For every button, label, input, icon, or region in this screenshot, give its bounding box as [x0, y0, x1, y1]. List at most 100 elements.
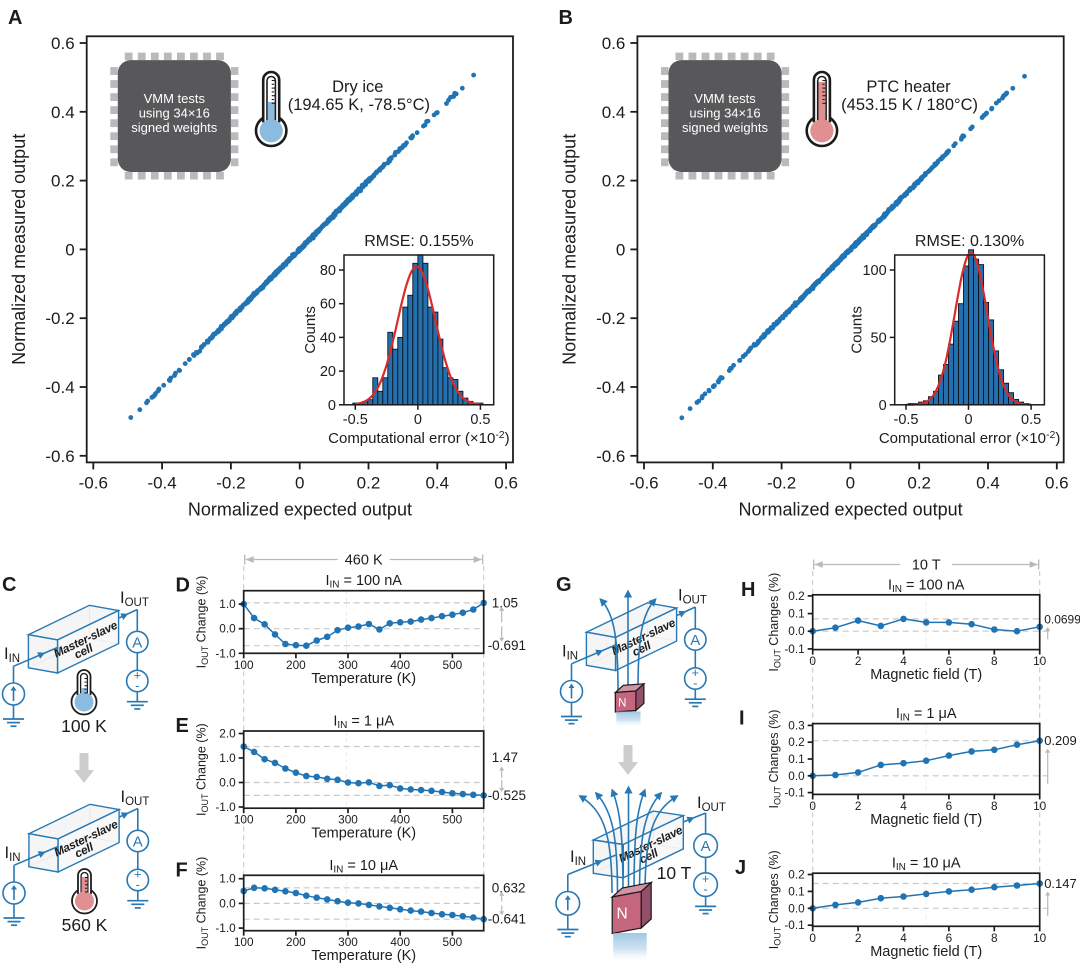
svg-text:A: A [133, 834, 143, 851]
svg-text:0.6: 0.6 [494, 473, 518, 492]
svg-text:IOUT Change (%): IOUT Change (%) [195, 857, 211, 950]
svg-text:C: C [2, 574, 16, 596]
svg-text:N: N [618, 697, 626, 709]
svg-text:A: A [690, 632, 700, 649]
svg-text:10 T: 10 T [912, 558, 941, 574]
svg-text:0.2: 0.2 [788, 735, 804, 749]
svg-text:RMSE: 0.155%: RMSE: 0.155% [364, 233, 473, 250]
svg-text:+: + [692, 665, 700, 680]
svg-text:500: 500 [443, 935, 463, 949]
svg-text:0.3: 0.3 [788, 718, 805, 732]
svg-text:0: 0 [809, 654, 816, 668]
svg-text:-: - [703, 882, 707, 897]
svg-text:IIN = 1 μA: IIN = 1 μA [896, 706, 957, 724]
svg-text:A: A [701, 838, 711, 855]
svg-text:0: 0 [846, 473, 855, 492]
svg-text:10: 10 [1033, 931, 1047, 945]
svg-text:PTC heater: PTC heater [866, 78, 951, 96]
svg-text:500: 500 [443, 813, 463, 827]
svg-text:400: 400 [390, 658, 410, 672]
svg-text:0.4: 0.4 [51, 103, 75, 122]
svg-text:0.209: 0.209 [1044, 733, 1077, 748]
svg-text:-0.6: -0.6 [45, 447, 74, 466]
svg-text:100: 100 [862, 263, 886, 279]
svg-text:40: 40 [320, 330, 336, 346]
svg-text:0.1: 0.1 [788, 884, 804, 898]
svg-text:-1.0: -1.0 [215, 646, 236, 660]
svg-text:0.1: 0.1 [788, 752, 804, 766]
svg-text:0.1: 0.1 [788, 607, 804, 621]
svg-text:(194.65 K, -78.5°C): (194.65 K, -78.5°C) [288, 96, 430, 114]
svg-text:-0.6: -0.6 [596, 447, 625, 466]
svg-text:0.6: 0.6 [602, 34, 626, 53]
svg-text:4: 4 [900, 931, 907, 945]
svg-text:IIN = 10 μA: IIN = 10 μA [329, 858, 398, 876]
svg-text:-0.4: -0.4 [45, 378, 74, 397]
svg-text:0.5: 0.5 [470, 412, 490, 428]
svg-text:VMM tests: VMM tests [144, 91, 206, 106]
svg-text:Normalized measured output: Normalized measured output [9, 134, 29, 365]
svg-text:10: 10 [1033, 654, 1047, 668]
svg-text:6: 6 [946, 931, 953, 945]
svg-text:100: 100 [234, 813, 254, 827]
svg-text:-0.2: -0.2 [216, 473, 245, 492]
svg-text:0.147: 0.147 [1044, 876, 1077, 891]
svg-text:0: 0 [809, 931, 816, 945]
svg-text:-0.641: -0.641 [488, 912, 526, 927]
svg-text:400: 400 [390, 935, 410, 949]
svg-text:Magnetic field (T): Magnetic field (T) [870, 944, 982, 960]
svg-text:-0.4: -0.4 [596, 378, 625, 397]
svg-text:IIN = 10 μA: IIN = 10 μA [892, 856, 961, 874]
svg-text:1.0: 1.0 [219, 597, 236, 611]
svg-text:2: 2 [855, 931, 862, 945]
svg-text:E: E [176, 715, 189, 737]
svg-text:1.05: 1.05 [492, 595, 518, 610]
svg-text:IOUT Changes (%): IOUT Changes (%) [767, 573, 783, 672]
svg-text:0: 0 [65, 240, 74, 259]
svg-text:A: A [8, 7, 22, 29]
svg-text:0.0: 0.0 [788, 901, 805, 915]
svg-text:200: 200 [286, 935, 306, 949]
svg-text:0: 0 [616, 240, 625, 259]
svg-text:8: 8 [991, 931, 998, 945]
svg-text:1.0: 1.0 [219, 751, 236, 765]
svg-text:I: I [739, 708, 745, 730]
svg-text:using 34×16: using 34×16 [689, 106, 760, 121]
svg-text:60: 60 [320, 297, 336, 313]
svg-text:IOUT Changes (%): IOUT Changes (%) [767, 850, 783, 949]
svg-text:0: 0 [328, 398, 336, 414]
svg-text:-: - [693, 676, 697, 691]
svg-text:IIN = 100 nA: IIN = 100 nA [325, 573, 402, 591]
svg-text:J: J [735, 857, 746, 879]
svg-text:0.5: 0.5 [1021, 412, 1041, 428]
svg-text:460 K: 460 K [345, 553, 383, 569]
svg-text:0.2: 0.2 [357, 473, 381, 492]
svg-text:560 K: 560 K [62, 915, 108, 935]
svg-text:H: H [741, 579, 755, 601]
svg-text:2: 2 [855, 654, 862, 668]
svg-text:0.0: 0.0 [219, 896, 236, 910]
svg-text:-0.6: -0.6 [79, 473, 108, 492]
svg-text:500: 500 [443, 658, 463, 672]
svg-text:Counts: Counts [302, 306, 319, 354]
svg-text:0: 0 [295, 473, 304, 492]
svg-text:0.6: 0.6 [1045, 473, 1069, 492]
svg-text:200: 200 [286, 658, 306, 672]
svg-text:0.2: 0.2 [788, 868, 804, 882]
svg-text:300: 300 [338, 813, 358, 827]
svg-text:(453.15 K / 180°C): (453.15 K / 180°C) [841, 96, 978, 114]
svg-text:10 T: 10 T [657, 863, 692, 883]
svg-text:-0.4: -0.4 [147, 473, 176, 492]
svg-text:B: B [559, 7, 573, 29]
svg-text:10: 10 [1033, 799, 1047, 813]
svg-text:0.0: 0.0 [219, 776, 236, 790]
svg-text:Normalized expected output: Normalized expected output [739, 499, 963, 519]
svg-text:Magnetic field (T): Magnetic field (T) [870, 667, 982, 683]
svg-text:2: 2 [855, 799, 862, 813]
svg-text:0.4: 0.4 [976, 473, 1000, 492]
svg-text:0.0: 0.0 [788, 769, 805, 783]
svg-text:0.4: 0.4 [425, 473, 449, 492]
svg-text:-: - [136, 877, 140, 892]
svg-text:100: 100 [234, 935, 254, 949]
svg-text:-0.4: -0.4 [698, 473, 727, 492]
